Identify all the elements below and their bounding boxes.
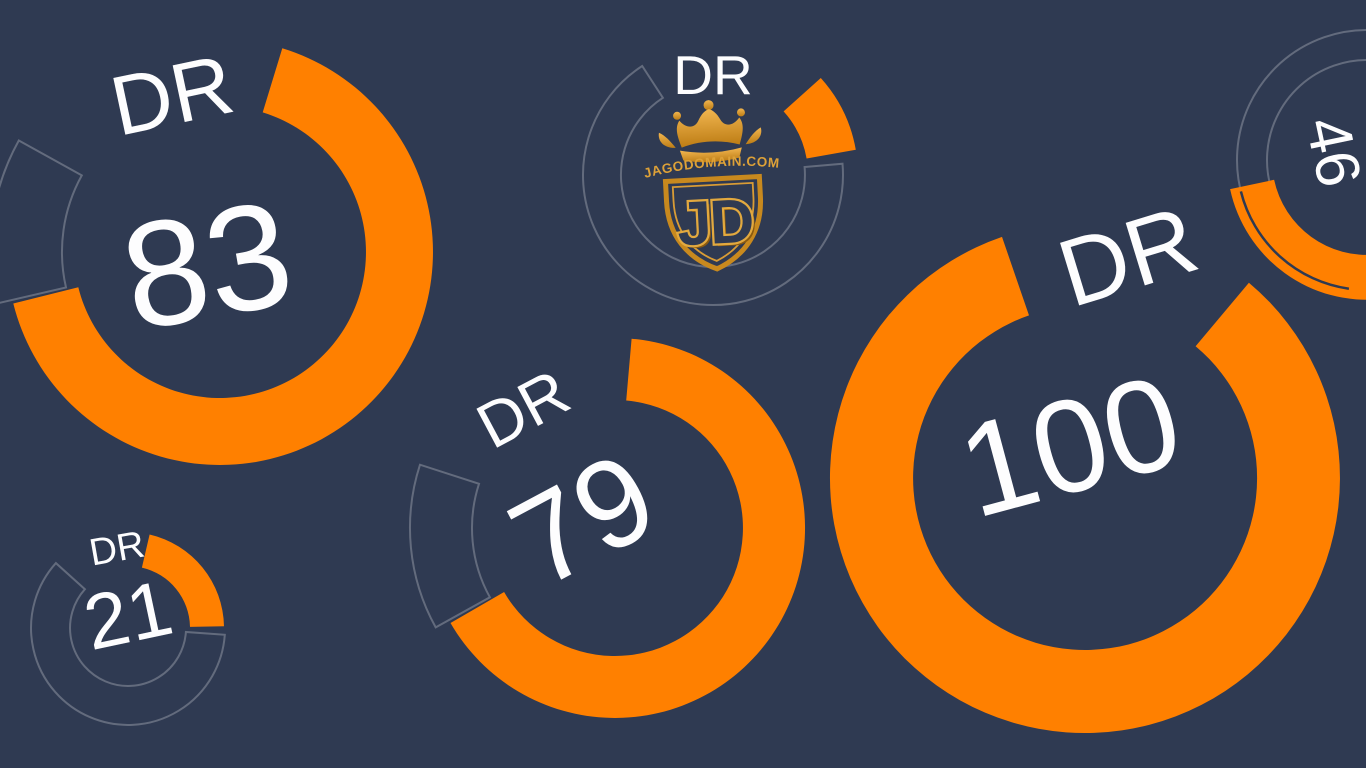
jagodomain-logo: JAGODOMAIN.COM JD JD <box>642 100 781 272</box>
gauge-dr-79-track <box>409 463 492 629</box>
gauge-dr-21-arc <box>141 534 224 627</box>
monogram-text: JD <box>675 187 754 260</box>
gauge-dr-79: DR 79 <box>409 338 806 718</box>
gauge-dr-46-arc <box>1230 179 1366 300</box>
gauge-dr-83: DR 83 <box>0 36 433 465</box>
gauge-dr-83-label: DR <box>103 36 241 153</box>
crown-center-ball <box>703 100 714 111</box>
gauge-dr-logo: DR <box>582 44 856 307</box>
gauge-dr-83-track <box>0 139 84 304</box>
gauge-dr-100-label: DR <box>1047 186 1209 327</box>
gauge-dr-100-arc <box>829 236 1340 734</box>
gauge-dr-46: 46 <box>1230 29 1366 300</box>
crown-icon <box>658 100 762 163</box>
gauge-dr-83-arc <box>13 48 433 465</box>
gauge-dr-logo-arc <box>783 78 856 159</box>
gauge-dr-21-label: DR <box>86 524 147 575</box>
crown-band <box>679 147 742 163</box>
gauge-dr-79-arc <box>450 338 806 718</box>
gauge-dr-46-ring-overlay <box>1239 191 1350 290</box>
gauge-dr-21: DR 21 <box>30 524 226 726</box>
gauge-dr-46-value: 46 <box>1292 111 1366 193</box>
gauge-dr-logo-label: DR <box>673 44 752 106</box>
crown-right-ball <box>736 108 745 117</box>
gauge-dr-100: DR 100 <box>829 186 1340 734</box>
gauge-dr-79-value: 79 <box>489 426 677 614</box>
gauge-dr-21-value: 21 <box>76 563 179 667</box>
crown-left-curl <box>658 132 676 148</box>
gauge-dr-83-value: 83 <box>110 168 303 362</box>
crown-right-curl <box>745 127 762 145</box>
gauge-dr-21-track <box>30 561 226 726</box>
gauge-dr-100-value: 100 <box>945 347 1196 546</box>
crown-left-ball <box>673 111 682 120</box>
shield-outline <box>662 173 763 272</box>
crown-body <box>676 109 743 148</box>
gauge-dr-79-label: DR <box>465 356 580 463</box>
shield-inner-line <box>671 181 755 262</box>
gauge-dr-logo-track <box>582 64 844 307</box>
monogram-shadow: JD <box>678 189 757 262</box>
